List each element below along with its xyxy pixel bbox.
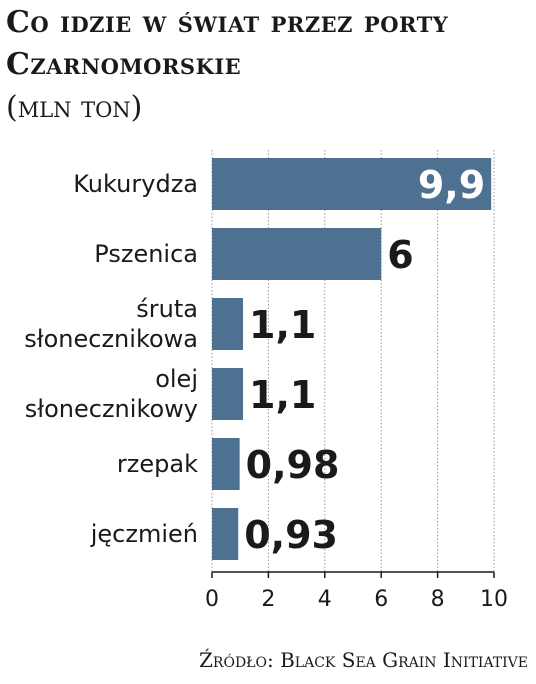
category-label: olej słonecznikowy bbox=[25, 365, 198, 423]
category-label: Pszenica bbox=[94, 240, 198, 268]
bar bbox=[212, 508, 239, 560]
value-label: 9,9 bbox=[418, 163, 485, 207]
value-label: 0,93 bbox=[244, 513, 338, 557]
bar bbox=[212, 298, 244, 350]
value-label: 6 bbox=[387, 233, 413, 277]
chart-title: Co idzie w świat przez porty Czarnomorsk… bbox=[6, 5, 449, 82]
bar bbox=[212, 368, 244, 420]
value-label: 1,1 bbox=[249, 303, 316, 347]
x-tick-label: 6 bbox=[374, 587, 388, 612]
x-tick-label: 2 bbox=[261, 587, 275, 612]
category-label: rzepak bbox=[117, 450, 198, 478]
value-label: 0,98 bbox=[246, 443, 340, 487]
category-label: Kukurydza bbox=[73, 170, 198, 198]
bar bbox=[212, 158, 492, 210]
x-tick-label: 10 bbox=[480, 587, 508, 612]
source-note: Źródło: Black Sea Grain Initiative bbox=[199, 648, 528, 672]
x-tick-label: 8 bbox=[431, 587, 445, 612]
x-tick-label: 0 bbox=[205, 587, 219, 612]
x-tick-label: 4 bbox=[318, 587, 332, 612]
bar bbox=[212, 438, 240, 490]
category-label: śruta słonecznikowa bbox=[24, 295, 198, 353]
bar bbox=[212, 228, 382, 280]
category-label: jęczmień bbox=[90, 520, 198, 548]
chart-subtitle: (mln ton) bbox=[6, 90, 143, 125]
value-label: 1,1 bbox=[249, 373, 316, 417]
